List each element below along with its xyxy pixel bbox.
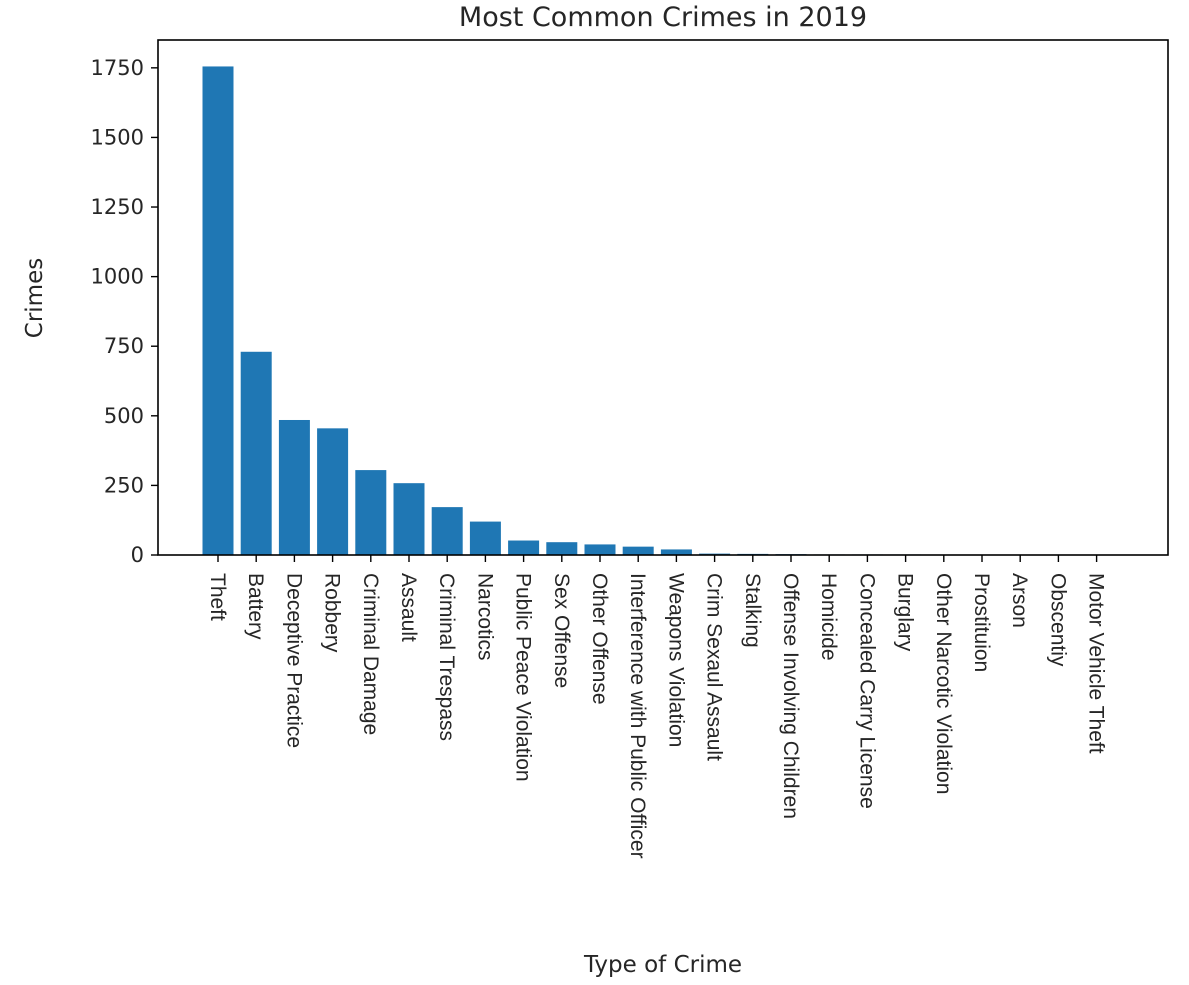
x-tick-label: Arson — [1008, 573, 1031, 628]
x-tick-label: Robbery — [321, 573, 344, 653]
x-tick-label: Burglary — [894, 573, 917, 652]
x-tick-label: Theft — [206, 573, 229, 621]
bar-weapons-violation — [660, 549, 692, 555]
bar-deceptive-practice — [278, 419, 310, 555]
y-axis-ticks: 0 250 500 750 1000 1250 1500 1750 — [91, 56, 158, 567]
x-tick-label: Public Peace Violation — [512, 573, 535, 782]
x-tick-label: Interference with Public Officer — [626, 573, 649, 859]
x-tick-label: Sex Offense — [550, 573, 573, 688]
y-tick-label: 0 — [131, 543, 144, 567]
x-axis-title: Type of Crime — [583, 952, 742, 978]
x-tick-label: Criminal Trespass — [435, 573, 458, 741]
x-tick-label: Offense Involving Children — [779, 573, 802, 819]
chart-title: Most Common Crimes in 2019 — [459, 2, 867, 33]
y-tick-label: 500 — [104, 404, 144, 428]
bars-group — [202, 66, 1113, 555]
x-tick-label: Criminal Damage — [359, 573, 382, 735]
y-tick-label: 1250 — [91, 195, 144, 219]
x-tick-label: Crim Sexaul Assault — [703, 573, 726, 761]
x-tick-label: Deceptive Practice — [282, 573, 305, 748]
y-axis-title: Crimes — [22, 258, 48, 338]
x-tick-label: Assault — [397, 573, 420, 642]
x-tick-label: Battery — [244, 573, 267, 640]
x-tick-label: Concealed Carry License — [855, 573, 878, 809]
x-tick-label: Obscentiy — [1046, 573, 1069, 667]
bar-sex-offense — [546, 542, 578, 555]
x-tick-label: Other Narcotic Violation — [932, 573, 955, 794]
y-tick-label: 250 — [104, 473, 144, 497]
x-tick-label: Homicide — [817, 573, 840, 661]
x-tick-label: Weapons Violation — [664, 573, 687, 747]
bar-other-offense — [584, 544, 616, 555]
x-tick-label: Other Offense — [588, 573, 611, 705]
bar-criminal-damage — [355, 470, 387, 555]
plot-frame — [157, 39, 1169, 556]
x-tick-label: Narcotics — [473, 573, 496, 661]
y-tick-label: 1750 — [91, 56, 144, 80]
bar-narcotics — [469, 521, 501, 555]
x-tick-label: Motor Vehicle Theft — [1085, 573, 1108, 754]
bar-theft — [202, 66, 234, 555]
y-tick-label: 1000 — [91, 265, 144, 289]
x-axis-ticks: Theft Battery Deceptive Practice Robbery Cri… — [206, 555, 1108, 859]
x-tick-label: Stalking — [741, 573, 764, 648]
bar-assault — [393, 483, 425, 555]
bar-public-peace-violation — [508, 540, 540, 555]
x-tick-label: Prostituion — [970, 573, 993, 672]
y-tick-label: 1500 — [91, 125, 144, 149]
bar-battery — [240, 351, 272, 555]
bar-robbery — [317, 428, 349, 555]
y-tick-label: 750 — [104, 334, 144, 358]
bar-interference-with-public-officer — [622, 546, 654, 555]
bar-criminal-trespass — [431, 507, 463, 555]
